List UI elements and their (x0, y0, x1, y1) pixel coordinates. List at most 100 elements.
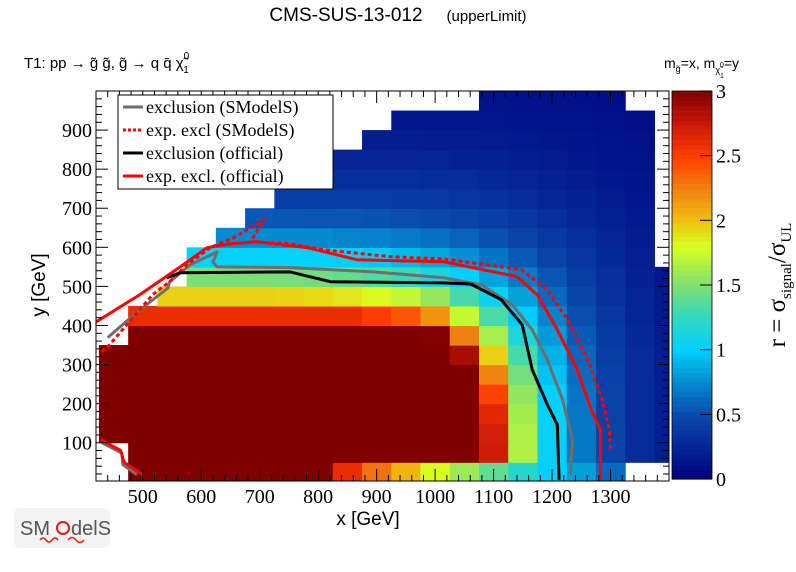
heatmap-cell (391, 423, 422, 444)
heatmap-cell (332, 188, 363, 209)
heatmap-cell (391, 188, 422, 209)
colorbar-band (672, 343, 712, 349)
heatmap-cell (186, 286, 217, 307)
heatmap-cell (625, 227, 655, 248)
heatmap-cell (566, 227, 597, 248)
colorbar-band (672, 411, 712, 417)
heatmap-cell (391, 208, 422, 229)
heatmap-cell (537, 227, 568, 248)
contour-exp-excl-smodels (100, 217, 612, 450)
heatmap-cell (595, 345, 626, 366)
heatmap-cell (186, 442, 217, 463)
heatmap-cell (449, 364, 480, 385)
heatmap-cell (449, 345, 480, 366)
colorbar: 0 0.5 1 1.5 2 2.5 3 (671, 81, 741, 491)
heatmap-cell (274, 325, 305, 346)
heatmap-cell (157, 423, 188, 444)
heatmap-cell (625, 110, 655, 131)
heatmap-cell (215, 442, 246, 463)
heatmap-cell (508, 208, 539, 229)
heatmap-cell (245, 423, 275, 444)
colorbar-band (672, 265, 712, 272)
colorbar-band (672, 163, 712, 170)
heatmap-cell (274, 227, 305, 248)
x-tick-label: 1000 (415, 486, 455, 508)
heatmap-cell (595, 208, 626, 229)
colorbar-band (672, 226, 712, 233)
heatmap-cell (274, 403, 305, 424)
colorbar-band (672, 352, 712, 359)
heatmap-cell (449, 403, 480, 424)
heatmap-cell (245, 266, 275, 287)
heatmap-cell (566, 384, 597, 405)
heatmap-cell (508, 403, 539, 424)
heatmap-cell (245, 247, 275, 268)
heatmap-cell (215, 325, 246, 346)
heatmap-cell (478, 305, 509, 327)
heatmap-cell (478, 403, 509, 424)
heatmap-cell (391, 227, 422, 248)
heatmap-cell (537, 247, 568, 268)
process-label: T1: pp → g̃ g̃, g̃ → q q̄ χ̃0 1 (24, 51, 190, 76)
colorbar-band (672, 246, 712, 252)
heatmap-cell (128, 403, 158, 424)
colorbar-band (672, 183, 712, 189)
heatmap-cell (449, 169, 480, 190)
colorbar-band (672, 430, 712, 436)
heatmap-cell (625, 208, 655, 229)
colorbar-band (672, 95, 712, 102)
heatmap-cell (391, 286, 422, 307)
heatmap-cell (157, 442, 188, 463)
heatmap-cell (595, 149, 626, 170)
heatmap-cell (478, 208, 509, 229)
heatmap-cell (420, 423, 451, 444)
heatmap-cell (420, 325, 451, 346)
heatmap-cell (362, 345, 392, 366)
colorbar-band (672, 178, 712, 184)
heatmap-cell (625, 403, 655, 424)
heatmap-cell (449, 384, 480, 405)
x-tick-label: 500 (128, 486, 158, 508)
heatmap-cell (186, 325, 217, 346)
heatmap-cells (98, 91, 669, 481)
heatmap-cell (157, 364, 188, 385)
heatmap-cell (362, 130, 392, 151)
colorbar-band (672, 420, 712, 427)
logo-ring-icon (56, 521, 70, 535)
heatmap-cell (420, 305, 451, 327)
colorbar-band (672, 474, 712, 480)
colorbar-band (672, 221, 712, 228)
heatmap-cell (245, 208, 275, 229)
heatmap-cell (595, 188, 626, 209)
heatmap-cell (478, 188, 509, 209)
x-tick-label: 1300 (591, 486, 631, 508)
heatmap-cell (478, 149, 509, 170)
y-tick-label: 200 (62, 394, 92, 416)
heatmap-cell (303, 423, 334, 444)
heatmap-cell (654, 384, 669, 405)
heatmap-cell (303, 227, 334, 248)
heatmap-cell (245, 227, 275, 248)
heatmap-cell (654, 325, 669, 346)
heatmap-cell (566, 247, 597, 268)
heatmap-cell (566, 325, 597, 346)
legend-box (117, 94, 334, 190)
heatmap-cell (625, 423, 655, 444)
heatmap-cell (508, 364, 539, 385)
heatmap-cell (654, 403, 669, 424)
colorbar-band (672, 382, 712, 388)
heatmap-cell (303, 403, 334, 424)
colorbar-band (672, 188, 712, 194)
colorbar-band (672, 149, 712, 155)
heatmap-cell (566, 208, 597, 229)
heatmap-cell (508, 266, 539, 287)
colorbar-band (672, 251, 712, 257)
colorbar-band (672, 120, 712, 126)
colorbar-band (672, 285, 712, 291)
colorbar-band (672, 348, 712, 354)
heatmap-cell (508, 227, 539, 248)
heatmap-cell (449, 286, 480, 307)
colorbar-band (672, 217, 712, 223)
heatmap-cell (128, 384, 158, 405)
z-axis-title: r = σsignal/σUL (764, 223, 795, 348)
